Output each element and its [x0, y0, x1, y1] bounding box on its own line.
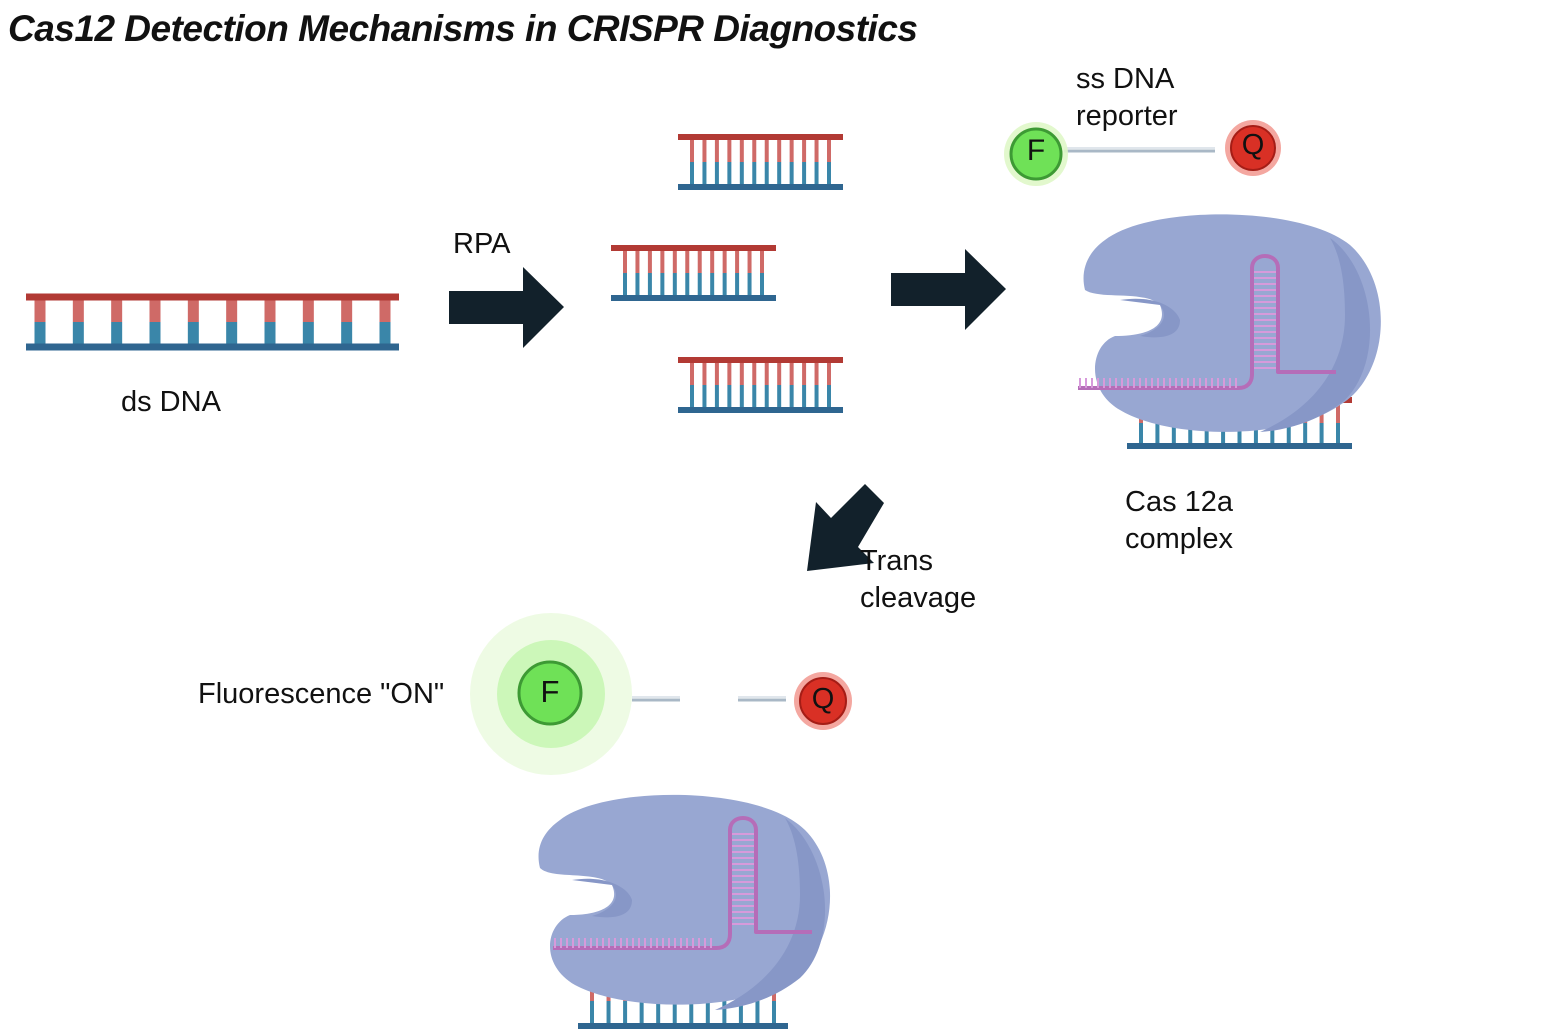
- quencher-letter-cleaved: Q: [811, 683, 835, 715]
- cleaved-reporter: [470, 613, 852, 775]
- amplicon-3-bottom-strand: [678, 407, 843, 413]
- quencher-node-cleaved: [799, 677, 847, 725]
- cas12a-complex-top: [1078, 214, 1381, 432]
- quencher-node: [1230, 125, 1276, 171]
- ds-dna-molecule-bottom-strand: [26, 343, 399, 351]
- amplicon-2-bottom-strand: [611, 295, 776, 301]
- cas-complex-label-line1: Cas 12a: [1125, 486, 1234, 518]
- ds-dna-molecule-top-strand: [26, 293, 399, 301]
- cas12a-shading: [1260, 238, 1371, 432]
- trans-cleavage-arrow: [807, 484, 884, 571]
- fluorophore-letter-top: F: [1026, 134, 1046, 167]
- trans-cleavage-label-line2: cleavage: [860, 582, 977, 614]
- ss-reporter-label-line2: reporter: [1076, 100, 1178, 132]
- trans-arrow-shape: [807, 484, 884, 571]
- cas12a-protein: [1083, 214, 1381, 432]
- fluorescence-on-label: Fluorescence "ON": [198, 678, 445, 710]
- trans-cleavage-label-line1: Trans: [860, 545, 934, 577]
- cas12a-shading-bottom: [715, 818, 826, 1010]
- ds-dna-label: ds DNA: [121, 386, 221, 418]
- diagram-title: Cas12 Detection Mechanisms in CRISPR Dia…: [8, 8, 918, 49]
- complex-formation-arrow: [891, 249, 1006, 330]
- cas12a-pocket-shading-bottom: [572, 878, 632, 918]
- cas-complex-label-line2: complex: [1125, 523, 1233, 555]
- complex-arrow-shape: [891, 249, 1006, 330]
- fluorophore-node-on: [517, 660, 583, 726]
- amplicon-1-bottom-strand: [678, 184, 843, 190]
- ds-dna-molecule: [26, 293, 399, 351]
- fluorophore-letter-on: F: [540, 674, 560, 709]
- amplicon-3-top-strand: [678, 357, 843, 363]
- amplicon-2: [611, 245, 776, 301]
- ss-reporter-label-line1: ss DNA: [1076, 63, 1175, 95]
- rpa-arrow-shape: [449, 267, 564, 348]
- target-dna-top-complex-bottom-strand: [1127, 443, 1352, 449]
- amplicon-1-top-strand: [678, 134, 843, 140]
- cas12a-pocket-shading: [1120, 298, 1180, 338]
- ss-dna-reporter-intact: [1004, 120, 1281, 186]
- rpa-label: RPA: [453, 228, 511, 260]
- amplicon-3: [678, 357, 843, 413]
- fluorophore-node: [1009, 127, 1063, 181]
- guide-rna: [1078, 254, 1336, 390]
- rpa-arrow: [449, 267, 564, 348]
- cas12a-complex-bottom: [538, 794, 831, 1010]
- amplicon-1: [678, 134, 843, 190]
- guide-rna-bottom: [553, 816, 812, 950]
- target-dna-bottom-complex-bottom-strand: [578, 1023, 788, 1029]
- amplicon-2-top-strand: [611, 245, 776, 251]
- quencher-letter-top: Q: [1241, 129, 1265, 161]
